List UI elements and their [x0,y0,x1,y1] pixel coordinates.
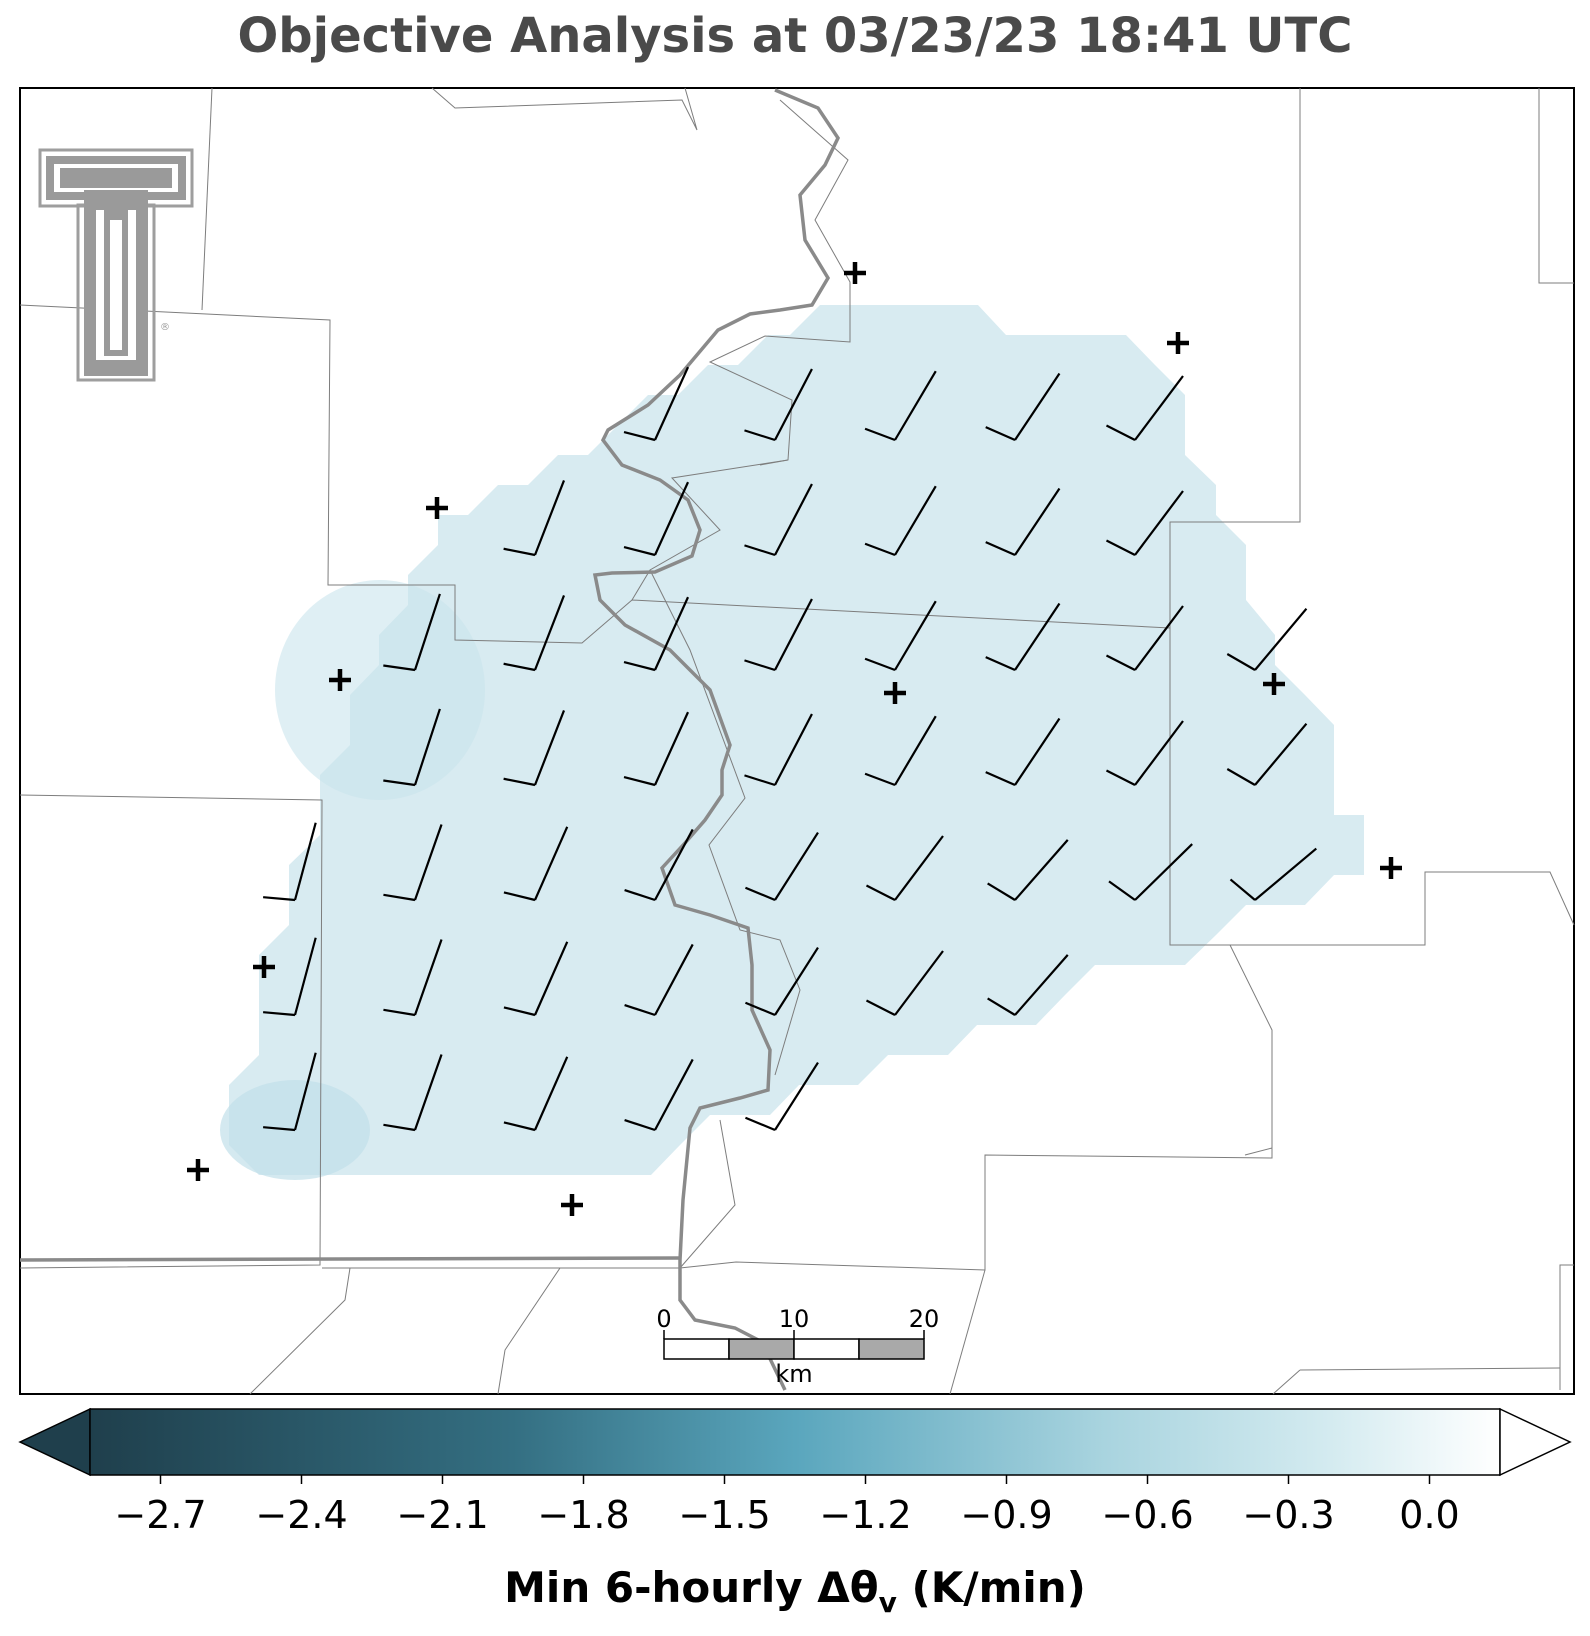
wind-barb [1105,605,1184,671]
wind-barbs [263,366,1317,1132]
chart-title: Objective Analysis at 03/23/23 18:41 UTC [237,8,1353,64]
wind-barb [985,602,1061,672]
station-marker [426,497,448,519]
wind-barb [263,937,317,1017]
wind-barb [263,822,317,902]
wind-barb [503,826,569,902]
wind-barb [745,1061,819,1132]
wind-barb [623,596,690,672]
colorbar-label: Min 6-hourly Δθv (K/min) [504,1563,1086,1619]
station-marker [187,1159,209,1181]
colorbar-tick-label: −2.1 [396,1493,488,1537]
wind-barb [263,1052,317,1132]
wind-barb [623,366,690,442]
wind-barb [503,941,569,1017]
wind-barb [864,715,937,787]
colorbar-tick-label: −1.8 [537,1493,629,1537]
colorbar-tick-label: −0.9 [960,1493,1052,1537]
wind-barb [864,485,937,557]
station-markers [187,262,1402,1216]
wind-barb [1105,375,1184,441]
wind-barb [623,481,690,557]
wind-barb [624,1058,694,1132]
scalebar-unit: km [775,1360,812,1388]
colorbar-tick-label: −2.7 [114,1493,206,1537]
colorbar-tick-label: −2.4 [255,1493,347,1537]
county-boundaries [19,87,1575,1395]
station-marker [884,682,906,704]
wind-barb [985,372,1061,442]
station-marker [329,669,351,691]
colorbar-tick-label: −1.5 [678,1493,770,1537]
colorbar-tick-label: 0.0 [1399,1493,1459,1537]
wind-barb [864,370,937,442]
station-marker [561,1194,583,1216]
scalebar-tick-20: 20 [909,1305,940,1333]
wind-barb [987,954,1069,1016]
wind-barb [744,368,813,442]
texas-tech-logo: ® [38,148,194,382]
wind-barb [383,824,443,902]
colorbar-tick-label: −0.3 [1242,1493,1334,1537]
wind-barb [745,831,819,902]
wind-barb [623,711,690,787]
wind-barb [624,828,694,902]
wind-barb [383,939,443,1017]
scalebar-tick-0: 0 [656,1305,671,1333]
wind-barb [1105,720,1184,786]
analysis-region [229,305,1364,1175]
wind-barb [744,483,813,557]
wind-barb [624,943,694,1017]
wind-barb [745,946,819,1017]
wind-barb [1226,723,1308,786]
state-border [592,88,841,1391]
wind-barb [744,713,813,787]
wind-barb [383,1054,443,1132]
wind-barb [864,600,937,672]
station-marker [1263,673,1285,695]
wind-barb [383,708,441,787]
logo-mark: ® [160,322,170,333]
wind-barb [987,839,1069,901]
wind-barb [865,950,944,1016]
wind-barb [383,593,441,672]
wind-barb [985,487,1061,557]
wind-barb [1108,843,1193,901]
station-marker [1167,332,1189,354]
wind-barb [503,710,566,787]
colorbar: −2.7 −2.4 −2.1 −1.8 −1.5 −1.2 −0.9 −0.6 −0.3 0.0 … [18,1407,1572,1619]
station-marker [1380,857,1402,879]
scalebar-tick-10: 10 [779,1305,810,1333]
station-marker [253,956,275,978]
wind-barb [503,595,566,672]
colorbar-tick-label: −0.6 [1101,1493,1193,1537]
colorbar-tick-label: −1.2 [819,1493,911,1537]
wind-barb [865,835,944,901]
wind-barb [744,598,813,672]
scale-bar: 0 10 20 km [656,1305,939,1388]
station-marker [844,262,866,284]
wind-barb [503,480,566,557]
wind-barb [1226,608,1308,671]
wind-barb [503,1056,569,1132]
wind-barb [985,717,1061,787]
wind-barb [1105,490,1184,556]
wind-barb [1229,847,1317,901]
